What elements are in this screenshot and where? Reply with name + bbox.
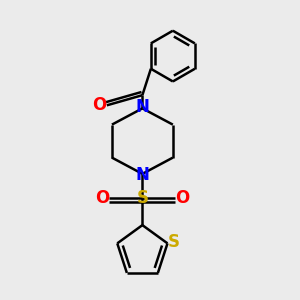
Text: N: N [135, 167, 149, 184]
Text: N: N [135, 98, 149, 116]
Text: S: S [168, 233, 180, 251]
Text: O: O [176, 189, 190, 207]
Text: S: S [136, 189, 148, 207]
Text: O: O [92, 96, 106, 114]
Text: O: O [95, 189, 109, 207]
